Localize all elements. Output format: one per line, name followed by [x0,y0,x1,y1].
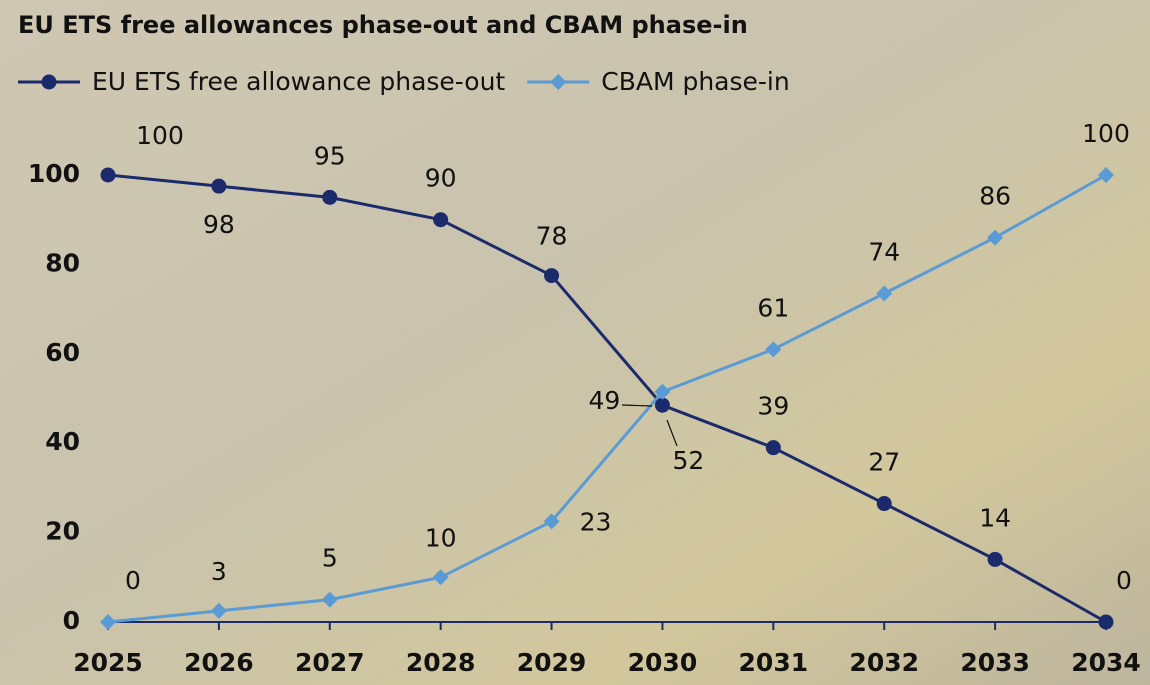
data-label: 78 [536,222,568,251]
x-tick-label: 2033 [960,648,1030,677]
data-label: 23 [580,507,612,536]
data-point [433,212,449,228]
data-label: 0 [1116,566,1132,595]
data-label: 98 [203,210,235,239]
data-label: 0 [125,566,141,595]
chart-title: EU ETS free allowances phase-out and CBA… [18,11,748,39]
data-label: 90 [425,164,457,193]
series-line [107,173,1107,624]
data-label: 27 [868,448,900,477]
x-tick-label: 2032 [849,648,919,677]
data-point [987,229,1004,246]
data-point [543,513,560,530]
data-point [1098,614,1114,630]
data-label: 10 [425,523,457,552]
x-tick-label: 2025 [73,648,143,677]
data-point [322,189,338,205]
data-label: 49 [589,386,621,415]
x-tick-label: 2034 [1071,648,1141,677]
x-tick-label: 2030 [628,648,698,677]
label-leader [621,404,653,407]
data-point [654,383,671,400]
data-label: 100 [136,121,184,150]
data-point [211,178,227,194]
data-point [100,167,116,183]
legend-label: CBAM phase-in [601,67,789,96]
data-point [544,268,560,284]
data-point [432,569,449,586]
legend-marker [41,74,57,90]
data-point [765,440,781,456]
data-label: 39 [757,392,789,421]
x-tick-label: 2028 [406,648,476,677]
data-point [210,602,227,619]
data-label: 74 [868,237,900,266]
x-tick-label: 2026 [184,648,254,677]
data-point [100,614,116,630]
y-tick-label: 0 [63,606,80,635]
x-tick-label: 2031 [739,648,809,677]
data-label: 86 [979,182,1011,211]
data-point [654,397,670,413]
data-point [987,551,1003,567]
data-label: 61 [757,293,789,322]
data-label: 52 [673,446,705,475]
legend-label: EU ETS free allowance phase-out [92,67,505,96]
x-tick-label: 2027 [295,648,365,677]
data-point [876,496,892,512]
data-label: 95 [314,141,346,170]
data-label: 14 [979,503,1011,532]
y-tick-label: 60 [45,338,80,367]
data-label: 5 [322,544,338,573]
data-point [876,285,893,302]
data-point [321,591,338,608]
data-label: 3 [211,557,227,586]
y-tick-label: 100 [28,159,80,188]
y-tick-label: 40 [45,427,80,456]
y-tick-label: 20 [45,517,80,546]
data-label: 100 [1082,119,1130,148]
series-line [107,173,1107,624]
data-point [1098,167,1114,183]
label-leader [666,419,678,447]
y-tick-label: 80 [45,248,80,277]
x-tick-label: 2029 [517,648,587,677]
legend-marker [550,74,567,90]
data-point [765,341,782,358]
